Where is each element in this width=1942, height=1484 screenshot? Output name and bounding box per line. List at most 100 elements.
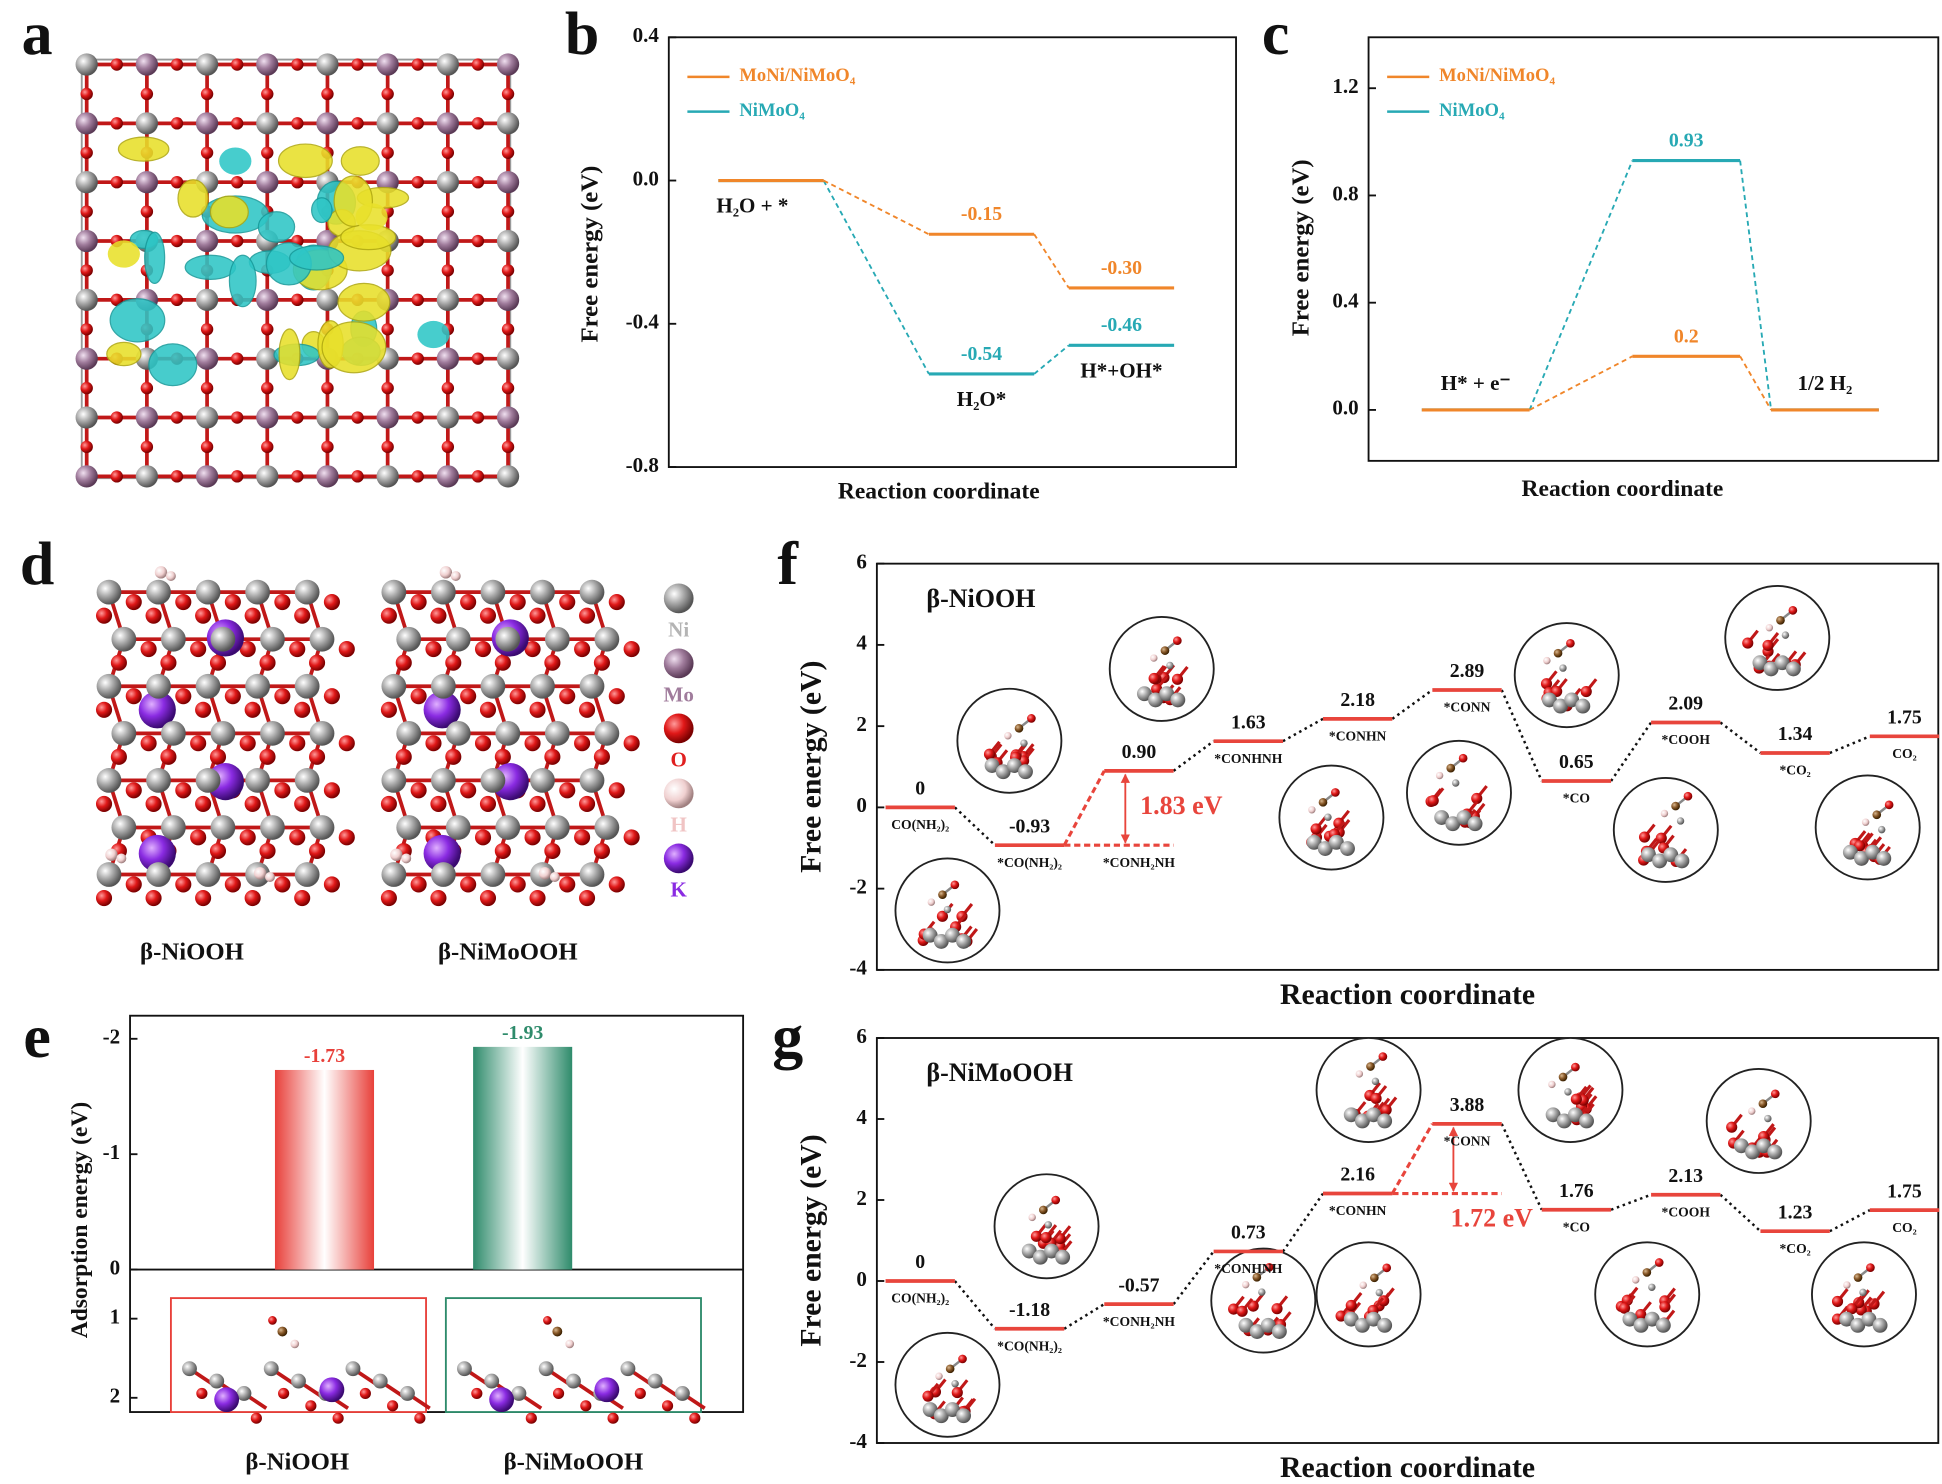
connector [1063, 1303, 1105, 1330]
atom [170, 117, 184, 130]
atom [1641, 847, 1656, 863]
atom [321, 87, 334, 101]
y-tick-label: 6 [856, 549, 867, 573]
molecule-circle [1594, 1241, 1701, 1348]
atom [663, 843, 694, 874]
x-axis-label: Reaction coordinate [1280, 1452, 1535, 1484]
axis-frame [1367, 36, 1940, 462]
atom [182, 1361, 197, 1377]
atom [294, 607, 311, 624]
atom [663, 583, 694, 614]
charge-density [417, 320, 450, 349]
value-label: -0.54 [961, 343, 1002, 365]
atom [274, 782, 291, 799]
atom [105, 848, 118, 861]
atom [559, 782, 576, 799]
connector [1829, 1209, 1871, 1233]
atom [579, 768, 605, 793]
connector [1528, 160, 1634, 411]
atom [552, 1387, 565, 1400]
connector [1610, 1193, 1652, 1211]
atom [230, 234, 244, 248]
atom [1872, 1317, 1888, 1333]
atom [489, 1387, 514, 1413]
atom [381, 440, 394, 454]
structure-label: β-NiOOH [140, 938, 244, 965]
barrier-label: 1.83 eV [1140, 791, 1223, 820]
atom [1467, 816, 1483, 832]
atom [1877, 825, 1886, 834]
value-label: 0.90 [1122, 741, 1157, 763]
atom [431, 768, 456, 793]
y-tick-label: 0.0 [633, 166, 659, 190]
connector [1529, 355, 1633, 411]
atom [135, 53, 159, 76]
atom [1770, 1089, 1780, 1099]
atom [244, 701, 261, 718]
atom [1580, 686, 1592, 698]
atom [410, 688, 427, 705]
atom [1767, 1144, 1783, 1160]
atom [75, 465, 98, 488]
atom [496, 288, 520, 311]
atom [381, 579, 407, 605]
atom [1171, 673, 1184, 685]
atom [245, 579, 270, 605]
atom [474, 735, 492, 752]
atom [1765, 623, 1774, 632]
atom [195, 347, 219, 370]
atom [1559, 664, 1567, 672]
atom [922, 1402, 938, 1417]
panel-letter: e [23, 1003, 50, 1071]
atom [945, 1364, 955, 1374]
atom [1579, 1113, 1594, 1129]
atom [1258, 1288, 1266, 1296]
atom [436, 112, 459, 135]
panel-letter: a [22, 0, 53, 68]
atom [291, 175, 304, 189]
atom [170, 58, 184, 71]
atom [1445, 816, 1461, 832]
atom [1030, 1230, 1042, 1242]
atom [1676, 817, 1685, 825]
atom [261, 87, 274, 101]
atom [1014, 723, 1024, 733]
atom [80, 323, 93, 336]
atom [294, 701, 311, 718]
atom [396, 626, 422, 652]
atom [1774, 655, 1790, 671]
atom [230, 352, 244, 365]
panel-letter: g [772, 1003, 803, 1071]
atom [359, 1387, 371, 1400]
atom [135, 465, 159, 488]
atom [411, 234, 424, 248]
atom [1378, 1295, 1390, 1307]
atom [457, 1361, 472, 1377]
atom [431, 862, 456, 887]
charge-density [228, 254, 257, 308]
atom [1752, 655, 1768, 671]
atom [620, 1361, 636, 1377]
atom [1044, 1243, 1059, 1259]
atom [256, 347, 279, 370]
atom [381, 768, 407, 793]
step-label: *CONH₂NH [1103, 855, 1176, 870]
atom [345, 1361, 361, 1377]
atom [958, 1354, 967, 1364]
molecule-circle [1210, 1247, 1317, 1354]
atom [1160, 646, 1170, 655]
connector [823, 179, 930, 236]
atom [1159, 686, 1175, 702]
atom [593, 842, 610, 860]
connector [1033, 344, 1070, 375]
atom [110, 748, 127, 765]
atom [1044, 1221, 1053, 1229]
atom [1252, 1272, 1262, 1282]
atom [161, 626, 186, 652]
atom [1853, 1273, 1863, 1282]
atom [538, 1361, 554, 1377]
y-tick-label: 1.2 [1332, 74, 1358, 98]
atom [494, 842, 511, 860]
value-label: 0.65 [1559, 751, 1594, 773]
atom [410, 593, 427, 611]
